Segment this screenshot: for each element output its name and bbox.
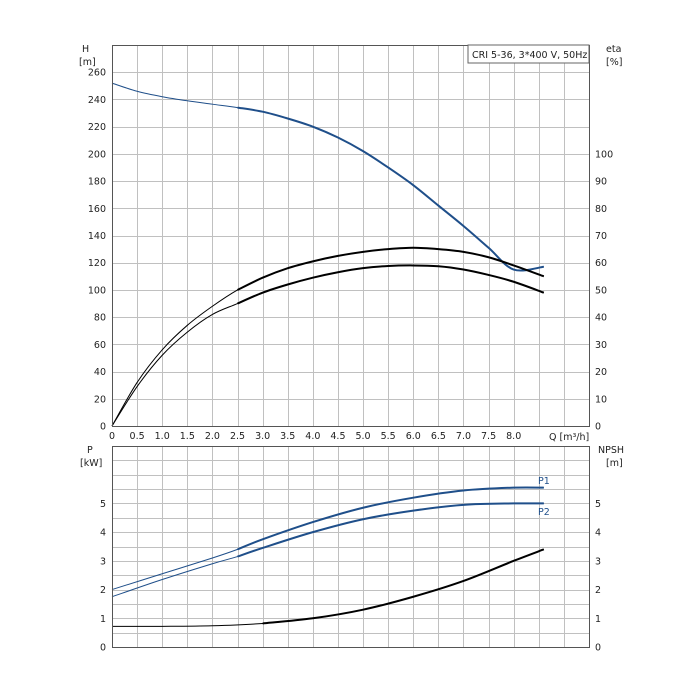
npsh-tick-label: 5: [595, 499, 601, 510]
x-tick-label: 3.0: [255, 431, 270, 442]
head-tick-label: 60: [94, 340, 106, 351]
head-tick-label: 40: [94, 367, 106, 378]
eta-tick-label: 0: [595, 422, 601, 433]
x-tick-label: 2.5: [230, 431, 245, 442]
eta-tick-label: 30: [595, 340, 607, 351]
power-tick-label: 3: [100, 556, 106, 567]
series-label-p2: P2: [538, 507, 550, 518]
x-tick-label: 7.0: [456, 431, 471, 442]
npsh-axis-label: NPSH: [598, 445, 624, 456]
head-axis-label: H: [82, 44, 89, 55]
x-tick-label: 0.5: [130, 431, 145, 442]
npsh-axis-unit: [m]: [606, 458, 623, 469]
head-tick-label: 260: [88, 68, 106, 79]
eta-tick-label: 70: [595, 231, 607, 242]
npsh-curve-thin: [111, 548, 544, 627]
x-tick-label: 5.5: [381, 431, 396, 442]
power-p1-curve: [237, 486, 544, 551]
eta-tick-label: 50: [595, 285, 607, 296]
text-layer: CRI 5-36, 3*400 V, 50Hz H [m] eta [%] Q …: [79, 44, 624, 518]
eta-tick-label: 90: [595, 177, 607, 188]
power-tick-label: 4: [100, 528, 106, 539]
head-tick-label: 100: [88, 285, 106, 296]
head-tick-label: 160: [88, 204, 106, 215]
tick-layer: 0 0.5 1.0 1.5 2.0 2.5 3.0 3.5 4.0 4.5 5.0 5.5 6.0 6.5…: [88, 68, 613, 654]
head-tick-label: 20: [94, 394, 106, 405]
npsh-tick-label: 4: [595, 528, 601, 539]
x-tick-label: 6.5: [431, 431, 446, 442]
power-axis-unit: [kW]: [80, 458, 102, 469]
npsh-tick-label: 0: [595, 643, 601, 654]
npsh-curve: [262, 548, 545, 625]
head-tick-label: 220: [88, 122, 106, 133]
chart-title-box: [467, 44, 590, 64]
grid-layer: [112, 45, 589, 647]
eta-tick-label: 10: [595, 394, 607, 405]
head-tick-label: 120: [88, 258, 106, 269]
power-tick-label: 2: [100, 585, 106, 596]
series-label-p1: P1: [538, 476, 550, 487]
eta-axis-unit: [%]: [606, 57, 622, 68]
x-tick-label: 7.5: [481, 431, 496, 442]
npsh-tick-label: 2: [595, 585, 601, 596]
npsh-tick-label: 1: [595, 614, 601, 625]
x-tick-label: 6.0: [406, 431, 421, 442]
eta-tick-label: 100: [595, 149, 613, 160]
power-tick-label: 1: [100, 614, 106, 625]
head-tick-label: 0: [100, 422, 106, 433]
eta-tick-label: 20: [595, 367, 607, 378]
x-tick-label: 8.0: [506, 431, 521, 442]
efficiency-curve-outer: [237, 246, 545, 291]
x-tick-label: 3.5: [280, 431, 295, 442]
x-tick-label: 1.0: [155, 431, 170, 442]
efficiency-curve-inner: [237, 264, 545, 305]
efficiency-curve-inner-thin: [111, 264, 544, 427]
head-axis-unit: [m]: [79, 57, 96, 68]
power-p2-curve: [237, 502, 544, 558]
frame-layer: [112, 45, 590, 648]
head-curve: [237, 106, 544, 272]
eta-tick-label: 80: [595, 204, 607, 215]
power-axis-label: P: [87, 445, 93, 456]
eta-tick-label: 60: [595, 258, 607, 269]
eta-axis-label: eta: [606, 44, 621, 55]
lower-plot-frame: [112, 446, 590, 648]
x-tick-label: 1.5: [180, 431, 195, 442]
upper-plot-frame: [112, 45, 590, 427]
head-tick-label: 240: [88, 95, 106, 106]
head-curve-thin: [111, 82, 544, 271]
curve-layer: [111, 82, 545, 627]
head-tick-label: 140: [88, 231, 106, 242]
head-tick-label: 80: [94, 313, 106, 324]
x-tick-label: 4.5: [330, 431, 345, 442]
x-tick-label: 2.0: [205, 431, 220, 442]
x-tick-label: 0: [109, 431, 115, 442]
flow-axis-label: Q [m³/h]: [549, 432, 589, 443]
x-tick-label: 5.0: [355, 431, 370, 442]
x-tick-label: 4.0: [305, 431, 320, 442]
head-tick-label: 200: [88, 149, 106, 160]
eta-tick-label: 40: [595, 313, 607, 324]
head-tick-label: 180: [88, 177, 106, 188]
npsh-tick-label: 3: [595, 556, 601, 567]
power-tick-label: 5: [100, 499, 106, 510]
chart-title: CRI 5-36, 3*400 V, 50Hz: [472, 50, 587, 61]
power-tick-label: 0: [100, 643, 106, 654]
